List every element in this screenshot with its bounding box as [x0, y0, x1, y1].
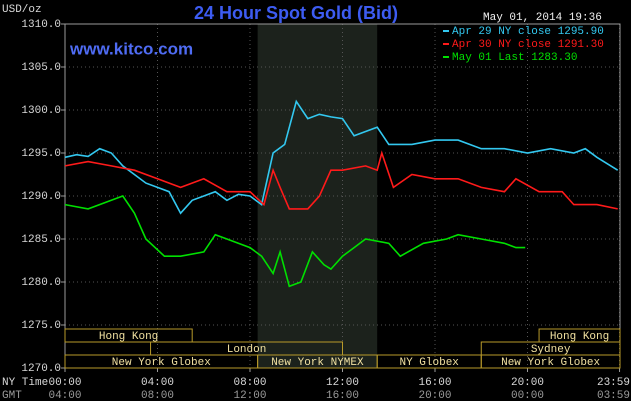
x2-axis-label: GMT — [2, 390, 22, 401]
session-label: Hong Kong — [99, 331, 158, 343]
session-label: London — [227, 344, 267, 356]
y-tick-label: 1295.0 — [21, 148, 61, 160]
x2-tick-label: 04:00 — [48, 390, 81, 401]
watermark: www.kitco.com — [69, 39, 193, 58]
session-label: NY Globex — [400, 357, 460, 369]
chart-title: 24 Hour Spot Gold (Bid) — [194, 3, 398, 23]
x2-tick-label: 20:00 — [418, 390, 451, 401]
y-tick-label: 1290.0 — [21, 191, 61, 203]
session-box — [480, 354, 621, 369]
session-label: New York Globex — [501, 357, 600, 369]
y-axis-label: USD/oz — [2, 4, 42, 16]
session-label: New York Globex — [112, 357, 211, 369]
x2-tick-label: 08:00 — [141, 390, 174, 401]
x-axis-label: NY Time — [2, 377, 48, 389]
y-tick-label: 1275.0 — [21, 320, 61, 332]
y-tick-label: 1310.0 — [21, 19, 61, 31]
x-tick-label: 04:00 — [141, 377, 174, 389]
session-label: Hong Kong — [550, 331, 609, 343]
series-line — [64, 99, 619, 215]
x-tick-label: 16:00 — [418, 377, 451, 389]
x-tick-label: 23:59 — [597, 377, 630, 389]
x-tick-label: 12:00 — [326, 377, 359, 389]
legend-entry: Apr 30 NY close 1291.30 — [452, 39, 604, 51]
y-tick-label: 1300.0 — [21, 105, 61, 117]
x-tick-label: 20:00 — [511, 377, 544, 389]
x2-tick-label: 12:00 — [233, 390, 266, 401]
y-tick-label: 1305.0 — [21, 62, 61, 74]
legend-entry: May 01 Last 1283.30 — [452, 52, 577, 64]
y-tick-label: 1270.0 — [21, 363, 61, 375]
x-tick-label: 08:00 — [233, 377, 266, 389]
session-label: Sydney — [531, 344, 571, 356]
session-label: New York NYMEX — [271, 357, 364, 369]
timestamp: May 01, 2014 19:36 — [483, 12, 602, 24]
y-tick-label: 1285.0 — [21, 234, 61, 246]
x2-tick-label: 16:00 — [326, 390, 359, 401]
x-tick-label: 00:00 — [48, 377, 81, 389]
session-box — [64, 328, 193, 343]
x2-tick-label: 03:59 — [597, 390, 630, 401]
y-tick-label: 1280.0 — [21, 277, 61, 289]
series-line — [64, 150, 618, 210]
series-line — [64, 195, 526, 288]
legend-entry: Apr 29 NY close 1295.90 — [452, 26, 604, 38]
x2-tick-label: 00:00 — [511, 390, 544, 401]
